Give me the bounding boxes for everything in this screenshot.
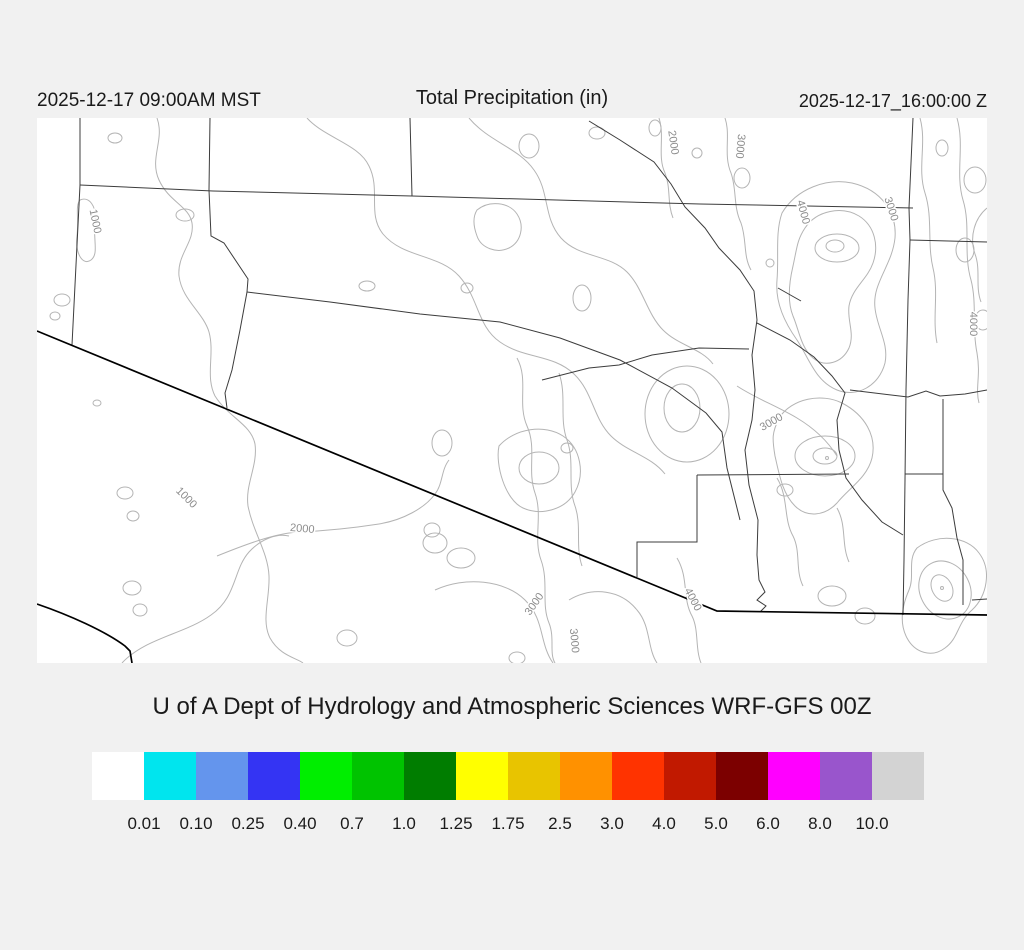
colorbar-tick-label: 10.0 <box>855 814 889 833</box>
terrain-contours <box>49 118 987 663</box>
colorbar-tick-label: 6.0 <box>756 814 780 833</box>
colorbar <box>92 752 924 800</box>
contour-label: 2000 <box>290 522 315 536</box>
contour-label: 4000 <box>682 586 704 613</box>
colorbar-tick-label: 5.0 <box>704 814 728 833</box>
state-borders <box>37 330 987 663</box>
colorbar-tick-label: 4.0 <box>652 814 676 833</box>
colorbar-tick-label: 0.7 <box>340 814 364 833</box>
colorbar-cell <box>820 752 872 800</box>
colorbar-cell <box>508 752 560 800</box>
colorbar-cell <box>716 752 768 800</box>
colorbar-cell <box>612 752 664 800</box>
contour-label: 3000 <box>523 591 547 618</box>
contour-label: 1000 <box>87 208 104 234</box>
county-boundaries <box>71 118 987 616</box>
colorbar-tick-label: 8.0 <box>808 814 832 833</box>
colorbar-tick-label: 1.25 <box>439 814 473 833</box>
colorbar-cell <box>768 752 820 800</box>
colorbar-cell <box>300 752 352 800</box>
valid-time-right: 2025-12-17_16:00:00 Z <box>798 91 987 111</box>
colorbar-cell <box>196 752 248 800</box>
plot-title: Total Precipitation (in) <box>415 87 609 109</box>
contour-label: 4000 <box>967 312 979 336</box>
map-svg: 1000 1000 2000 2000 3000 4000 3000 4000 3000 3000… <box>37 118 987 663</box>
colorbar-ticks: 0.01 0.10 0.25 0.40 0.7 1.0 1.25 1.75 2.5 3.0 4.0 5… <box>92 814 924 834</box>
colorbar-tick-label: 3.0 <box>600 814 624 833</box>
contour-label: 4000 <box>794 199 812 226</box>
contour-label: 3000 <box>758 411 785 434</box>
map-panel: 1000 1000 2000 2000 3000 4000 3000 4000 3000 3000… <box>37 118 987 663</box>
colorbar-cell <box>560 752 612 800</box>
contour-label: 2000 <box>665 130 680 156</box>
colorbar-cell <box>352 752 404 800</box>
colorbar-tick-label: 0.25 <box>231 814 265 833</box>
colorbar-tick-label: 0.10 <box>179 814 213 833</box>
contour-label: 3000 <box>881 196 900 223</box>
contour-label: 1000 <box>173 485 199 511</box>
colorbar-tick-label: 1.75 <box>491 814 525 833</box>
colorbar-cell <box>92 752 144 800</box>
valid-time-left: 2025-12-17 09:00AM MST <box>37 90 261 111</box>
colorbar-cell <box>404 752 456 800</box>
colorbar-cell <box>664 752 716 800</box>
contour-label: 3000 <box>567 628 581 653</box>
header: 2025-12-17 09:00AM MST Total Precipitati… <box>37 87 987 114</box>
colorbar-tick-label: 1.0 <box>392 814 416 833</box>
colorbar-tick-label: 2.5 <box>548 814 572 833</box>
contour-label: 3000 <box>733 134 747 159</box>
colorbar-tick-label: 0.01 <box>127 814 161 833</box>
colorbar-cell <box>456 752 508 800</box>
caption: U of A Dept of Hydrology and Atmospheric… <box>152 693 872 720</box>
colorbar-cell <box>248 752 300 800</box>
colorbar-tick-label: 0.40 <box>283 814 317 833</box>
colorbar-cell <box>144 752 196 800</box>
colorbar-cell <box>872 752 924 800</box>
